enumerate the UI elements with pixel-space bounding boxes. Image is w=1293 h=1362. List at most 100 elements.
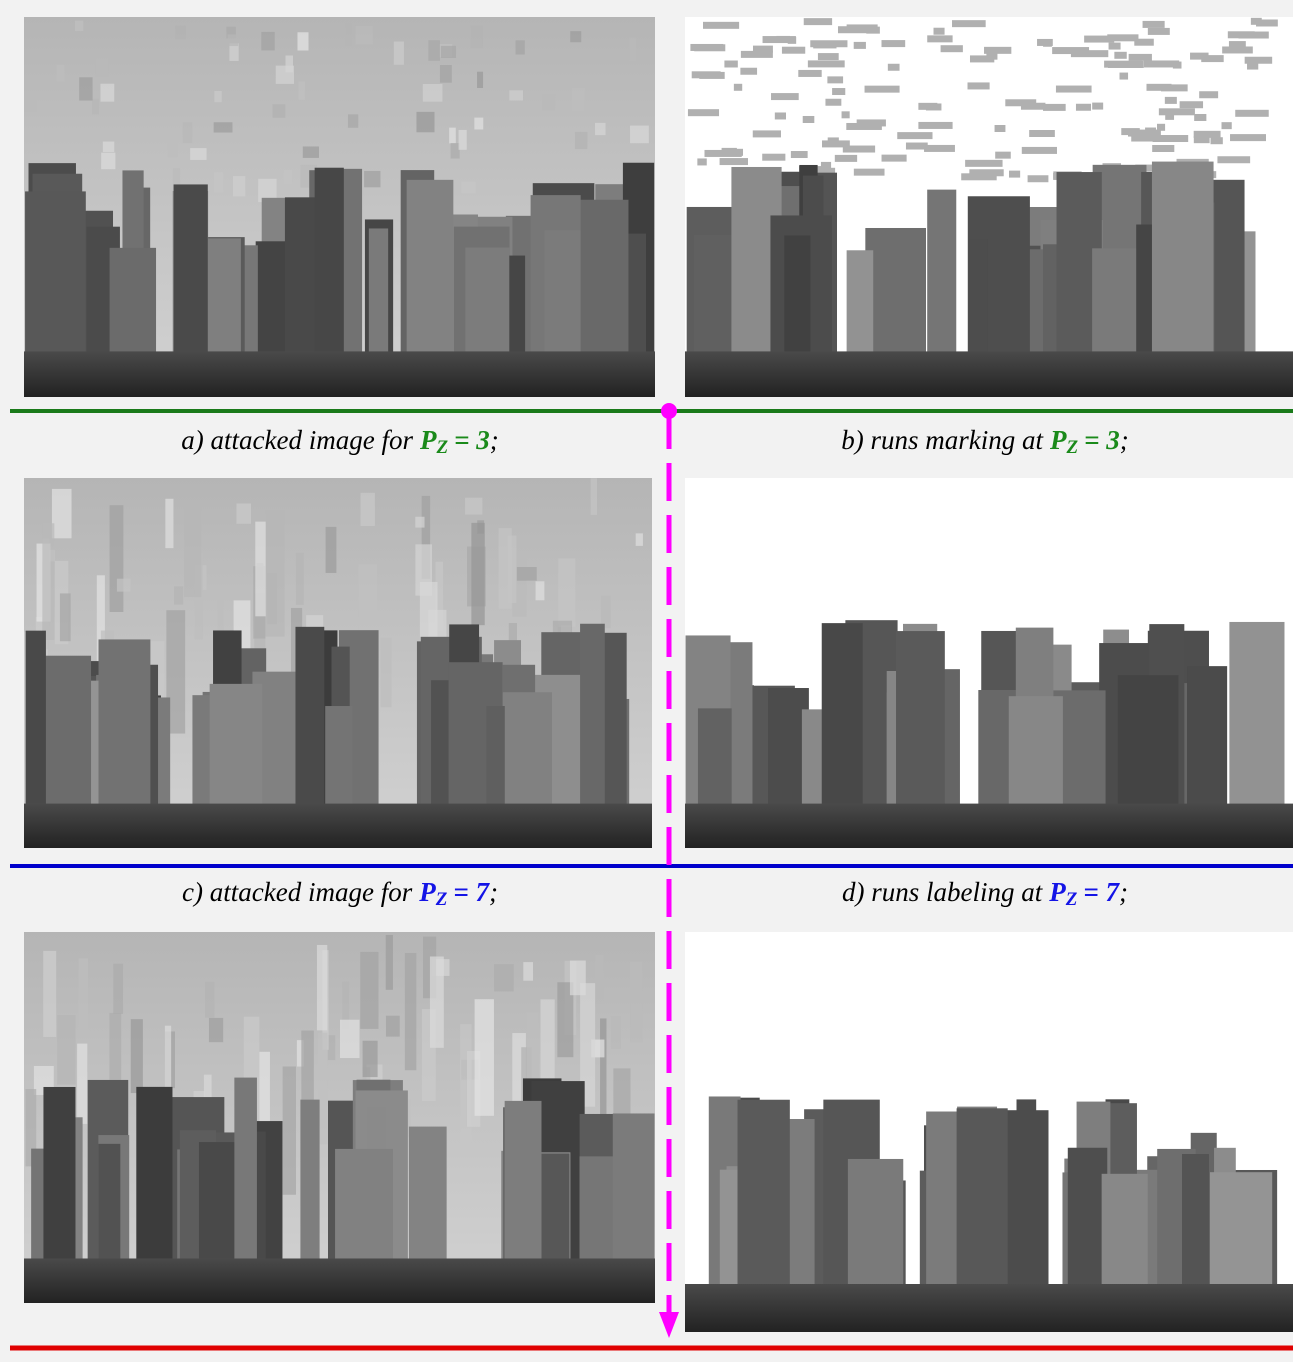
image-run (803, 116, 815, 123)
image-block (364, 171, 380, 187)
image-run (918, 122, 952, 129)
image-run (734, 84, 742, 91)
image-run (968, 82, 990, 89)
image-block (42, 523, 54, 640)
page: {"panels": [ {"label": "a) attacked imag… (0, 0, 1293, 1362)
image-water (685, 1284, 1293, 1332)
image-block (360, 952, 378, 1029)
caption-end: ; (496, 1358, 505, 1362)
image-water (24, 1258, 655, 1303)
image-block (57, 1015, 75, 1085)
caption: b) runs marking atPZ= 3; (841, 425, 1129, 458)
image-building (300, 1100, 319, 1274)
image-block (117, 579, 131, 592)
image-run (1180, 101, 1203, 108)
image-block (449, 128, 456, 144)
image (24, 17, 655, 397)
image-building (544, 230, 580, 366)
caption-symbol: P (411, 1358, 429, 1362)
image-block (527, 1013, 539, 1081)
caption-subscript: Z (1066, 437, 1079, 458)
image-block (523, 962, 533, 981)
figure: a) attacked image forPZ= 3;b) runs marki… (0, 0, 1293, 1362)
image-building (325, 706, 352, 818)
image-run (776, 36, 790, 43)
image-block (540, 999, 554, 1080)
image-run (995, 152, 1011, 159)
image-block (386, 1016, 400, 1037)
image-block (416, 112, 434, 132)
image-building (580, 624, 605, 819)
image-building (505, 1101, 542, 1273)
image-building (25, 191, 86, 366)
image (24, 478, 652, 848)
image-block (471, 26, 483, 48)
image-run (813, 41, 836, 48)
image-run (888, 64, 900, 71)
image-block (428, 40, 440, 61)
image-run (918, 103, 937, 110)
image-block (440, 65, 452, 83)
image-run (854, 169, 885, 176)
image-block (165, 499, 173, 548)
caption-end: ; (1123, 1358, 1132, 1362)
image-run (720, 158, 748, 165)
image-run (753, 46, 773, 53)
image-block (168, 142, 178, 157)
image-block (190, 148, 206, 160)
image-panels (24, 17, 1293, 1332)
image-block (165, 1026, 171, 1088)
image-run (827, 76, 843, 83)
image-block (261, 32, 274, 51)
image-block (52, 489, 72, 538)
image-run (818, 53, 839, 60)
image-building (110, 248, 156, 367)
image-block (380, 638, 391, 707)
image-block (459, 130, 467, 150)
arrow-head (659, 1312, 679, 1338)
image-block (363, 1041, 378, 1077)
caption-label: e) attacked image for (175, 1358, 406, 1362)
image-run (1037, 39, 1053, 46)
image-block (95, 59, 108, 77)
image-building (957, 1108, 1008, 1300)
image-block (297, 32, 308, 50)
image-block (516, 40, 525, 54)
image-block (361, 493, 375, 526)
caption-symbol: P (1039, 1358, 1057, 1362)
image-block (209, 1018, 223, 1042)
image-block (558, 558, 575, 627)
image-block (214, 91, 221, 102)
image-block (475, 999, 494, 1116)
image-run (1230, 134, 1266, 141)
caption-value: = 14 (1074, 1358, 1123, 1362)
image-block (183, 122, 193, 143)
image-block (284, 170, 292, 185)
image-run (1071, 50, 1108, 57)
image-run (857, 119, 886, 126)
image-block (60, 593, 71, 641)
image-building (407, 180, 454, 367)
caption-symbol: P (419, 425, 437, 455)
image-block (423, 84, 443, 102)
image-run (822, 140, 850, 147)
image-block (233, 176, 245, 196)
image-run (1056, 86, 1092, 93)
image-block (184, 494, 201, 597)
image-block (430, 956, 444, 1047)
image-run (722, 148, 737, 155)
image-run (771, 93, 799, 100)
image-block (461, 181, 475, 193)
image-building (1182, 1154, 1209, 1300)
image-run (782, 47, 805, 54)
image-run (1076, 104, 1091, 111)
image-building (1102, 1174, 1148, 1300)
image-block (345, 23, 351, 46)
image-block (386, 935, 393, 990)
image-run (984, 47, 1011, 54)
image-building (174, 184, 208, 366)
image-block (100, 84, 114, 102)
image (24, 932, 655, 1303)
caption-label: f) runs labeling at (838, 1358, 1034, 1362)
